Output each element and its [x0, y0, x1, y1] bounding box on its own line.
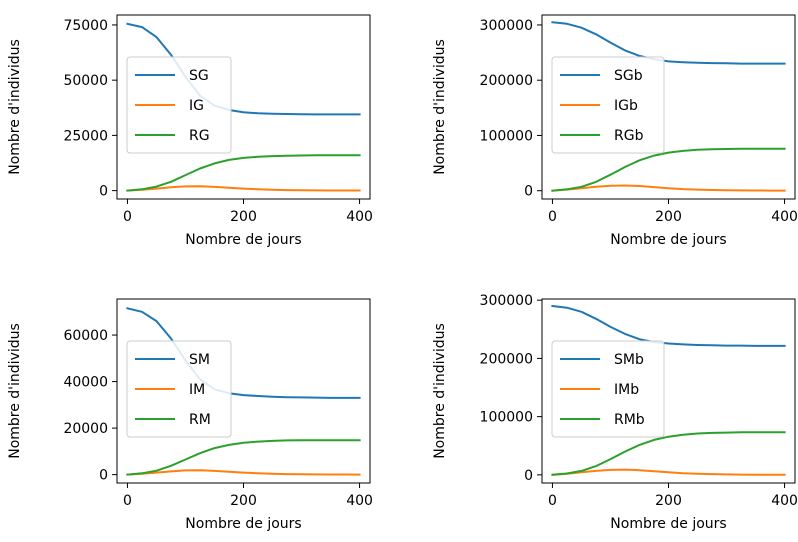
series-lines: [551, 304, 786, 476]
y-tick-label: 100000: [480, 410, 533, 426]
series-line-RG: [126, 154, 361, 192]
y-tick-label: 300000: [480, 18, 533, 34]
x-tick-label: 400: [771, 493, 798, 509]
x-tick-label: 0: [548, 493, 557, 509]
legend-label: SGb: [614, 68, 643, 84]
y-tick-label: 100000: [480, 128, 533, 144]
series-lines: [551, 21, 786, 192]
series-line-IMb: [551, 468, 786, 476]
legend-label: SMb: [614, 352, 644, 368]
legend: SM IM RM: [126, 340, 232, 438]
legend-box: [126, 56, 232, 154]
x-tick-label: 200: [230, 209, 257, 225]
legend: SG IG RG: [126, 56, 232, 154]
series-line-SMb: [551, 304, 786, 347]
chart-4: 0 200 400 0 100000 200000 300000 Nombre de jour…: [432, 293, 798, 532]
x-axis-label: Nombre de jours: [185, 232, 301, 248]
x-tick-label: 0: [548, 209, 557, 225]
series-line-SM: [126, 307, 361, 399]
series-line-SG: [126, 22, 361, 116]
x-tick-label: 0: [123, 493, 132, 509]
y-tick-label: 200000: [480, 351, 533, 367]
series-lines: [126, 22, 361, 192]
y-axis-label: Nombre d'individus: [432, 323, 448, 459]
legend-label: IGb: [614, 98, 638, 114]
y-tick-label: 300000: [480, 293, 533, 309]
chart-3: 0 200 400 0 20000 40000 60000 Nombre de jours No…: [7, 298, 373, 532]
y-tick-label: 25000: [63, 128, 108, 144]
y-tick-label: 200000: [480, 73, 533, 89]
legend-box: [551, 56, 665, 154]
series-line-RM: [126, 439, 361, 476]
series-lines: [126, 307, 361, 476]
x-tick-label: 200: [230, 493, 257, 509]
y-tick-label: 75000: [63, 18, 108, 34]
x-tick-label: 400: [346, 493, 373, 509]
series-line-IG: [126, 185, 361, 192]
y-tick-label: 0: [99, 184, 108, 200]
series-line-RMb: [551, 431, 786, 476]
x-axis-label: Nombre de jours: [610, 232, 726, 248]
legend-label: IMb: [614, 382, 639, 398]
legend-box: [551, 340, 665, 438]
x-tick-label: 400: [771, 209, 798, 225]
legend: SGb IGb RGb: [551, 56, 665, 154]
y-axis-label: Nombre d'individus: [7, 323, 23, 459]
legend-label: RG: [189, 128, 210, 144]
chart-2: 0 200 400 0 100000 200000 300000 Nombre de jour…: [432, 14, 798, 248]
y-tick-label: 60000: [63, 328, 108, 344]
y-tick-label: 0: [524, 468, 533, 484]
x-tick-label: 400: [346, 209, 373, 225]
y-tick-label: 20000: [63, 421, 108, 437]
y-tick-label: 40000: [63, 375, 108, 391]
y-tick-label: 50000: [63, 73, 108, 89]
y-axis-label: Nombre d'individus: [7, 39, 23, 175]
x-axis-label: Nombre de jours: [610, 516, 726, 532]
legend-label: RM: [189, 412, 211, 428]
legend-label: SG: [189, 68, 209, 84]
legend-label: RGb: [614, 128, 644, 144]
series-line-RGb: [551, 147, 786, 192]
chart-1: 0 200 400 0 25000 50000 75000 Nombre de jours No…: [7, 14, 373, 248]
y-tick-label: 0: [99, 468, 108, 484]
series-line-IM: [126, 469, 361, 476]
x-tick-label: 0: [123, 209, 132, 225]
legend: SMb IMb RMb: [551, 340, 665, 438]
x-axis-label: Nombre de jours: [185, 516, 301, 532]
x-tick-label: 200: [655, 493, 682, 509]
x-tick-label: 200: [655, 209, 682, 225]
legend-label: SM: [189, 352, 210, 368]
legend-box: [126, 340, 232, 438]
legend-label: IM: [189, 382, 205, 398]
series-line-IGb: [551, 184, 786, 192]
series-line-SGb: [551, 21, 786, 65]
legend-label: RMb: [614, 412, 645, 428]
y-tick-label: 0: [524, 184, 533, 200]
y-axis-label: Nombre d'individus: [432, 39, 448, 175]
legend-label: IG: [189, 98, 204, 114]
